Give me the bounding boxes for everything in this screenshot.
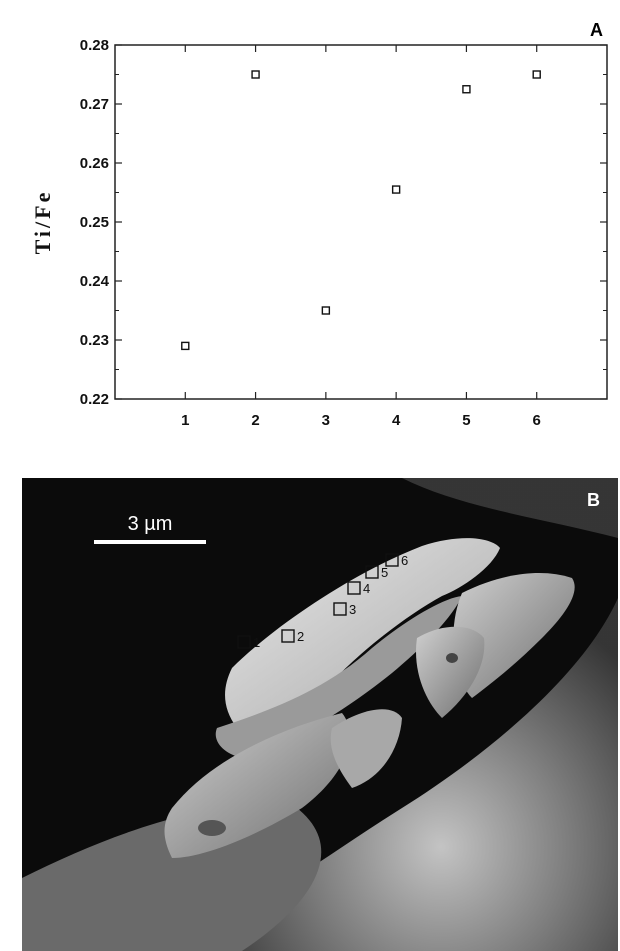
panel-label-a: A bbox=[590, 20, 603, 40]
analysis-spot-marker bbox=[281, 629, 295, 643]
x-tick-label: 5 bbox=[462, 412, 470, 429]
crystal-edge bbox=[215, 596, 462, 758]
x-tick-label: 2 bbox=[251, 412, 259, 429]
crystal-grain-small bbox=[330, 709, 402, 788]
y-tick-labels: 0.22 0.23 0.24 0.25 0.26 0.27 0.28 bbox=[80, 37, 110, 408]
main-crystal-grain bbox=[225, 538, 500, 728]
bright-matrix-region bbox=[152, 478, 618, 951]
crystal-grain-right bbox=[453, 573, 575, 698]
data-point bbox=[391, 185, 401, 194]
analysis-spot-label: 3 bbox=[349, 602, 356, 617]
x-tick-label: 3 bbox=[322, 412, 330, 429]
analysis-spot-marker bbox=[333, 602, 347, 616]
data-point bbox=[251, 70, 260, 79]
data-point bbox=[462, 85, 471, 94]
analysis-spot-marker bbox=[237, 635, 251, 649]
scale-bar-label: 3 µm bbox=[128, 513, 173, 535]
y-tick-label: 0.26 bbox=[80, 155, 109, 172]
x-tick-marks bbox=[184, 45, 538, 399]
y-tick-label: 0.24 bbox=[80, 273, 110, 290]
data-point bbox=[321, 306, 331, 315]
y-tick-label: 0.27 bbox=[80, 96, 109, 113]
y-axis-label: Ti/Fe bbox=[30, 190, 55, 255]
data-points bbox=[181, 70, 541, 351]
analysis-spot-label: 1 bbox=[253, 635, 260, 650]
x-tick-labels: 1 2 3 4 5 6 bbox=[181, 412, 541, 429]
x-tick-label: 1 bbox=[181, 412, 189, 429]
crystal-grain-middle bbox=[416, 626, 485, 718]
data-point bbox=[181, 341, 190, 351]
analysis-spot-label: 2 bbox=[297, 629, 304, 644]
pit bbox=[446, 653, 458, 663]
x-tick-label: 6 bbox=[533, 412, 541, 429]
analysis-spot-label: 5 bbox=[381, 565, 388, 580]
analysis-spot-label: 6 bbox=[401, 553, 408, 568]
analysis-spot-marker bbox=[385, 553, 399, 567]
data-point bbox=[532, 70, 541, 79]
y-tick-label: 0.28 bbox=[80, 37, 109, 54]
analysis-spot-marker bbox=[365, 565, 379, 579]
ti-fe-scatter-chart: A 0.22 0.23 0.24 0.25 0.26 0.27 0.28 1 2 3 4 5 6 Ti… bbox=[30, 20, 608, 429]
y-tick-label: 0.22 bbox=[80, 391, 109, 408]
analysis-spot-label: 4 bbox=[363, 581, 370, 596]
y-tick-label: 0.25 bbox=[80, 214, 109, 231]
pore bbox=[198, 820, 226, 836]
y-tick-marks bbox=[115, 44, 607, 400]
analysis-spot-marker bbox=[347, 581, 361, 595]
y-tick-label: 0.23 bbox=[80, 332, 109, 349]
panel-label-b: B bbox=[587, 490, 600, 510]
x-tick-label: 4 bbox=[392, 412, 401, 429]
